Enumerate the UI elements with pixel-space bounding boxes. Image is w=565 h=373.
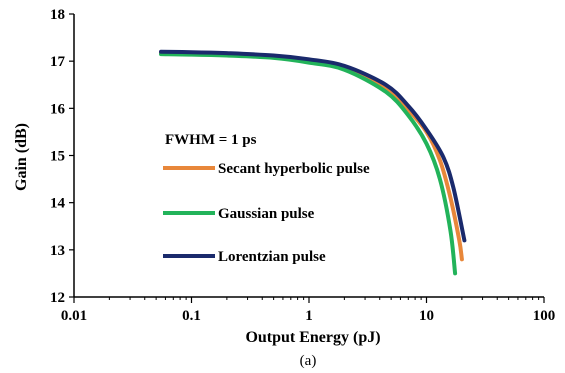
y-tick-label: 17 xyxy=(50,54,66,70)
y-tick-label: 12 xyxy=(50,290,65,306)
series-line-lorentzian-pulse xyxy=(159,49,467,243)
figure-caption: (a) xyxy=(300,353,317,369)
y-tick-label: 18 xyxy=(50,7,65,23)
legend-label-secant-hyperbolic-pulse: Secant hyperbolic pulse xyxy=(218,161,370,177)
x-tick-label: 10 xyxy=(419,308,434,324)
y-tick-label: 13 xyxy=(50,243,65,259)
y-axis-label: Gain (dB) xyxy=(13,123,30,191)
x-axis-label: Output Energy (pJ) xyxy=(245,329,380,346)
legend-label-gaussian-pulse: Gaussian pulse xyxy=(218,206,315,222)
x-tick-label: 100 xyxy=(533,308,556,324)
y-tick-label: 16 xyxy=(50,101,66,117)
series-line-gaussian-pulse xyxy=(159,52,458,276)
legend: FWHM = 1 ps Secant hyperbolic pulse Gauss… xyxy=(163,132,370,265)
y-tick-label: 14 xyxy=(50,196,66,212)
legend-title: FWHM = 1 ps xyxy=(165,132,257,148)
series-line-secant-hyperbolic-pulse xyxy=(159,51,464,262)
y-tick-label: 15 xyxy=(50,149,65,165)
legend-label-lorentzian-pulse: Lorentzian pulse xyxy=(218,249,326,265)
x-tick-label: 0.01 xyxy=(61,308,87,324)
series-lines xyxy=(159,49,467,276)
axes: 12 13 14 15 16 17 18 0.01 0.1 1 10 100 xyxy=(50,7,555,324)
x-tick-label: 0.1 xyxy=(182,308,201,324)
x-tick-label: 1 xyxy=(305,308,313,324)
